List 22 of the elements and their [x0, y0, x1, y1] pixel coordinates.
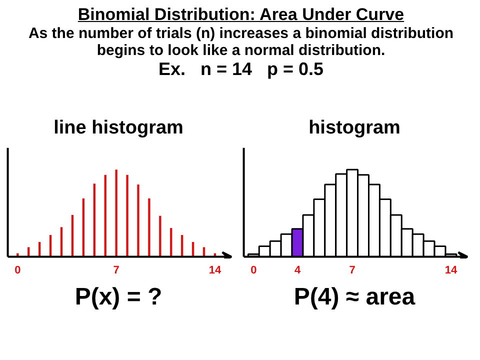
- text: P(4) ≈ area: [294, 284, 416, 310]
- x-tick-label: 14: [444, 264, 458, 276]
- bar: [148, 198, 150, 257]
- bar: [126, 174, 128, 257]
- bar: [104, 174, 106, 257]
- bar: [93, 184, 96, 257]
- x-tick-label: 4: [294, 264, 302, 276]
- bar: [159, 216, 162, 257]
- chart-title: line histogram: [54, 118, 184, 138]
- bar: [137, 184, 140, 257]
- bar: [82, 198, 85, 257]
- x-tick-label: 7: [349, 264, 356, 276]
- text: P(x) = ?: [74, 284, 162, 310]
- chart-title: histogram: [308, 118, 400, 138]
- x-tick-label: 0: [250, 264, 257, 276]
- text: Binomial Distribution: Area Under Curve: [76, 5, 406, 25]
- chart-subtitle: As the number of trials (n) increases a binomial distribution begins to look like a normal distribution.: [27, 25, 455, 59]
- x-tick-label: 14: [208, 264, 222, 276]
- bar: [115, 170, 118, 257]
- x-tick-label: 0: [14, 264, 21, 276]
- x-tick-label: 7: [113, 264, 120, 276]
- text: Ex. n = 14 p = 0.5: [157, 59, 325, 80]
